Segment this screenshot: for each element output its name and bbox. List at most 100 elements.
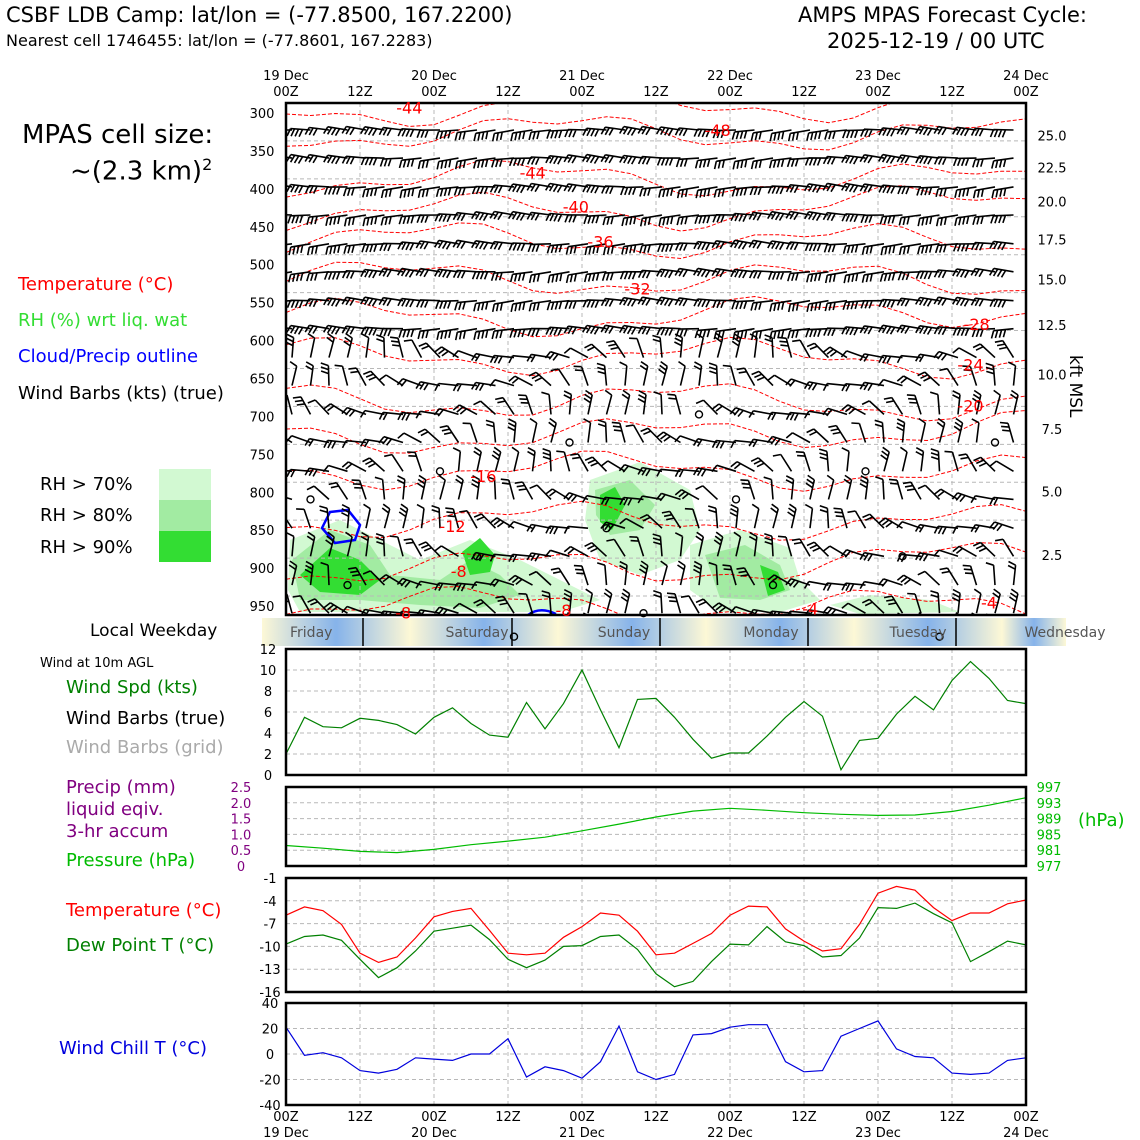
wind-barb <box>546 129 570 139</box>
wind-barb <box>847 510 867 529</box>
wind-barb <box>928 740 952 747</box>
wind-barb <box>769 129 792 142</box>
wind-barb <box>676 186 700 199</box>
wind-barb <box>657 243 681 253</box>
swatch-rh90 <box>159 531 211 562</box>
wind-barb <box>878 153 903 164</box>
wind-barb <box>970 241 996 251</box>
wind-barb <box>508 242 533 252</box>
altitude-tick-label: 12.5 <box>1038 319 1067 334</box>
wind-barb <box>360 438 385 448</box>
wind-barb <box>990 327 1014 339</box>
legend-wind-barbs: Wind Barbs (kts) (true) <box>18 383 224 404</box>
wind-barb <box>740 479 756 500</box>
wind-barb <box>915 446 925 472</box>
wind-barb <box>787 129 811 142</box>
wind-barb <box>600 496 626 506</box>
wind-barb <box>619 361 628 386</box>
wind-barb <box>934 488 959 501</box>
top-date-label: 23 Dec <box>855 69 901 84</box>
wind-barb <box>416 474 427 500</box>
precip-tick-label: 1.5 <box>231 813 252 828</box>
pressure-tick-label: 400 <box>250 183 275 198</box>
wind-barb <box>323 154 348 165</box>
wind-barb <box>658 186 681 198</box>
wind-barb <box>962 564 978 586</box>
wind-barb <box>621 389 631 415</box>
wind-barb <box>733 531 742 557</box>
wind-barb <box>684 507 700 529</box>
wind-barb <box>896 126 922 136</box>
wind-barb <box>859 551 885 562</box>
wind-barb <box>917 371 941 387</box>
wind-barb <box>785 210 811 221</box>
wind-barb <box>582 184 607 194</box>
wind-barb <box>564 214 589 223</box>
wind-barb <box>471 475 481 500</box>
temperature-contour-label: -28 <box>964 315 990 334</box>
wind-barb <box>397 267 422 278</box>
wind-barb <box>826 474 835 500</box>
calm-circle <box>935 632 944 641</box>
wind-barb <box>971 418 980 443</box>
wind-barb <box>528 299 552 312</box>
wind-barb <box>803 381 829 391</box>
wind-barb <box>972 343 996 359</box>
wind-barb <box>416 299 441 308</box>
wind-barb <box>671 684 693 693</box>
wind-barb <box>768 725 785 743</box>
wind-barb <box>896 154 922 164</box>
wind-barb <box>509 271 533 283</box>
wind-barb <box>730 268 755 279</box>
wind-barb <box>722 564 737 586</box>
wind-barb <box>380 214 404 226</box>
wind-barb <box>491 446 502 472</box>
wind-barb <box>341 461 367 473</box>
wind-barb <box>343 243 367 254</box>
wind-barb <box>304 298 330 308</box>
wind-barb <box>804 183 829 194</box>
wind-barb <box>565 243 589 255</box>
wind-barb <box>289 360 298 386</box>
wind-barb <box>778 336 793 358</box>
wind-barb <box>473 446 482 472</box>
wind-barb <box>637 125 663 136</box>
wind-barb <box>583 418 592 443</box>
wind-barb <box>769 299 792 312</box>
wind-barb <box>301 671 323 684</box>
windchill-tick-label: 0 <box>266 1048 274 1063</box>
wind-barb <box>379 242 404 252</box>
altitude-tick-label: 2.5 <box>1042 549 1063 564</box>
wind-barb <box>563 545 589 557</box>
panel-frame <box>284 101 1028 617</box>
wind-barb <box>528 129 552 141</box>
wind-barb <box>953 417 964 443</box>
wind-barb <box>360 156 385 166</box>
wind-barb <box>359 409 385 418</box>
bottom-date-label: 19 Dec <box>263 1126 309 1140</box>
wind-barb <box>986 729 1008 743</box>
wind-barb <box>763 476 774 500</box>
wind-barb <box>601 271 626 281</box>
wind-barb <box>951 492 977 503</box>
wind-barb <box>1007 560 1017 586</box>
temperature-contour-label: -40 <box>563 198 589 217</box>
wind-barb <box>563 347 589 359</box>
top-hour-label: 00Z <box>569 85 595 100</box>
wind-barb <box>484 680 508 687</box>
wind-barb <box>323 271 348 280</box>
wind-barb <box>751 370 774 387</box>
wind-barb <box>970 267 996 278</box>
wind-barb <box>637 269 663 279</box>
wind-barb <box>583 214 607 225</box>
weekday-label: Friday <box>290 625 332 641</box>
wind-barb <box>378 296 404 307</box>
pressure-tick-label: 950 <box>250 600 275 615</box>
wind-barb <box>939 567 959 586</box>
wind-barb <box>805 327 829 338</box>
wind-barb <box>692 438 718 447</box>
wind-barb <box>602 214 626 226</box>
wind-barb <box>687 737 711 744</box>
wind-barb <box>878 298 903 308</box>
wind-barb <box>933 296 959 306</box>
